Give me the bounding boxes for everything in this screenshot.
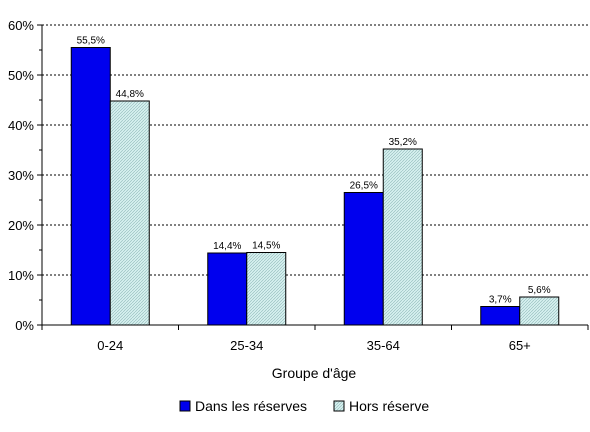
y-tick-label: 60%	[8, 18, 34, 33]
legend-swatch-hors-reserve	[333, 400, 345, 412]
data-label: 14,5%	[252, 241, 280, 252]
grid-lines	[42, 24, 588, 276]
bar-hors-reserve	[519, 296, 560, 326]
bar-hors-reserve	[382, 148, 423, 326]
bar-hors-reserve	[109, 100, 150, 326]
data-label: 55,5%	[77, 36, 105, 47]
legend-label: Dans les réserves	[195, 398, 307, 414]
legend: Dans les réserves Hors réserve	[179, 398, 429, 414]
y-tick-label: 30%	[8, 168, 34, 183]
y-tick-label: 0%	[15, 318, 34, 333]
y-tick-label: 40%	[8, 118, 34, 133]
data-label: 5,6%	[528, 285, 551, 296]
y-tick-label: 20%	[8, 218, 34, 233]
x-tick-label: 0-24	[97, 338, 123, 353]
bar-hors-reserve	[246, 252, 287, 326]
bar-dans-les-reserves	[207, 252, 248, 326]
bars	[70, 47, 560, 326]
y-tick-label: 50%	[8, 68, 34, 83]
bar-dans-les-reserves	[70, 47, 111, 326]
x-tick-label: 25-34	[230, 338, 263, 353]
x-tick-label: 65+	[509, 338, 531, 353]
labels: 0% 10% 20% 30% 40% 50% 60% 55,5% 44,8% 0-24 14,4% 1…	[8, 18, 551, 353]
legend-swatch-dans-les-reserves	[179, 400, 191, 412]
data-label: 3,7%	[489, 295, 512, 306]
x-axis-title: Groupe d'âge	[272, 365, 357, 381]
bar-dans-les-reserves	[343, 192, 384, 326]
data-label: 14,4%	[213, 241, 241, 252]
y-tick-label: 10%	[8, 268, 34, 283]
data-label: 44,8%	[116, 89, 144, 100]
data-label: 26,5%	[350, 181, 378, 192]
legend-label: Hors réserve	[349, 398, 429, 414]
data-label: 35,2%	[389, 137, 417, 148]
bar-dans-les-reserves	[480, 306, 521, 326]
axes	[37, 24, 589, 330]
x-tick-label: 35-64	[367, 338, 400, 353]
